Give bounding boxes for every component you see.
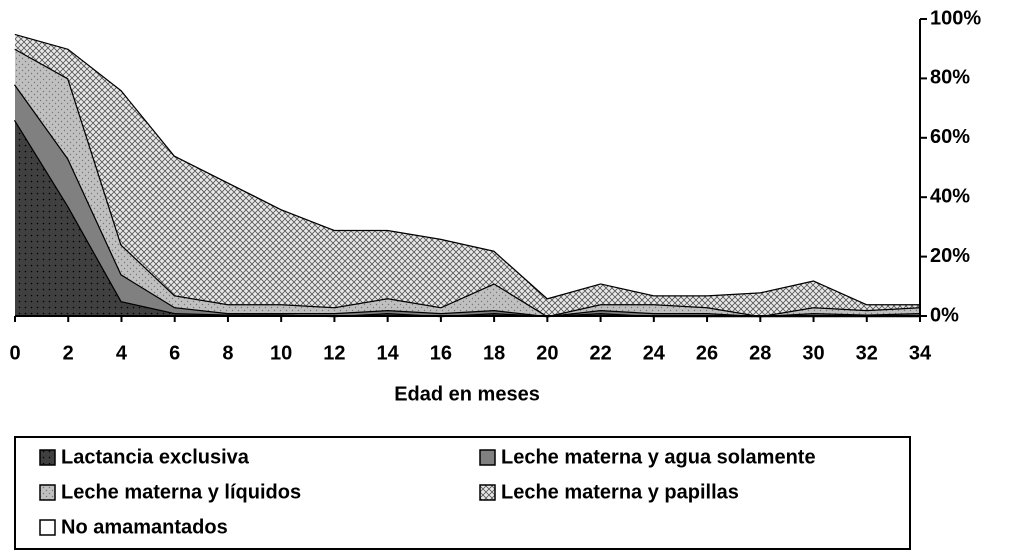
y-tick-label: 60% xyxy=(930,126,970,148)
x-tick-label: 14 xyxy=(377,342,400,364)
legend-swatch xyxy=(479,449,496,466)
y-tick-label: 20% xyxy=(930,245,970,267)
x-tick-label: 4 xyxy=(116,342,128,364)
x-tick-label: 12 xyxy=(323,342,345,364)
legend-swatch xyxy=(39,519,56,536)
x-tick-label: 32 xyxy=(856,342,878,364)
x-tick-label: 26 xyxy=(696,342,718,364)
x-axis-title: Edad en meses xyxy=(394,383,540,405)
area xyxy=(15,33,920,316)
x-tick-label: 10 xyxy=(270,342,292,364)
y-tick-label: 0% xyxy=(930,304,959,326)
x-tick-label: 16 xyxy=(430,342,452,364)
legend-swatch xyxy=(39,449,56,466)
legend-swatch xyxy=(479,484,496,501)
legend-box xyxy=(14,436,911,550)
legend-swatch xyxy=(39,484,56,501)
legend-label: Lactancia exclusiva xyxy=(61,446,250,468)
y-tick-label: 40% xyxy=(930,185,970,207)
x-tick-label: 2 xyxy=(63,342,74,364)
x-tick-label: 0 xyxy=(9,342,20,364)
area xyxy=(15,119,920,316)
legend-label: Leche materna y líquidos xyxy=(61,481,301,503)
x-tick-label: 8 xyxy=(222,342,233,364)
x-tick-label: 24 xyxy=(643,342,666,364)
legend-label: Leche materna y papillas xyxy=(501,481,739,503)
x-tick-label: 28 xyxy=(749,342,771,364)
x-tick-label: 30 xyxy=(802,342,824,364)
x-tick-label: 6 xyxy=(169,342,180,364)
x-tick-label: 18 xyxy=(483,342,505,364)
x-tick-label: 22 xyxy=(589,342,611,364)
x-tick-label: 20 xyxy=(536,342,558,364)
y-tick-label: 100% xyxy=(930,7,981,29)
legend-label: No amamantados xyxy=(61,516,228,538)
legend-label: Leche materna y agua solamente xyxy=(501,446,816,468)
x-tick-label: 34 xyxy=(909,342,932,364)
area xyxy=(15,19,920,305)
y-tick-label: 80% xyxy=(930,67,970,89)
